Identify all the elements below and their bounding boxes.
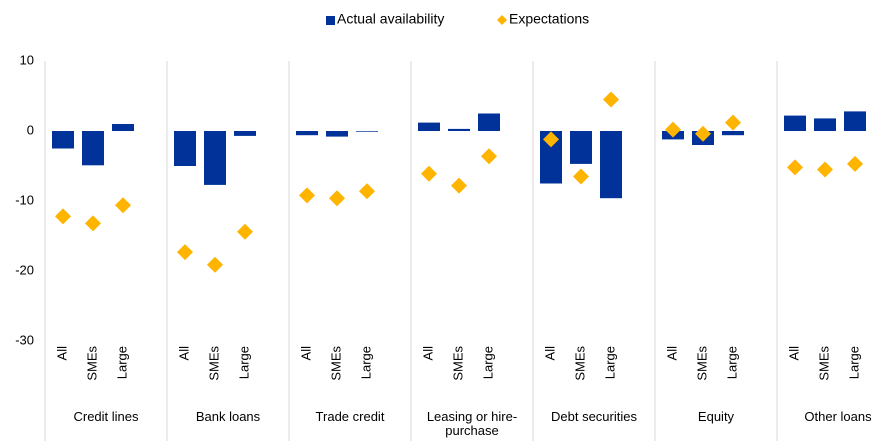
diamond-marker	[543, 131, 559, 148]
legend-marker	[326, 16, 335, 25]
diamond-marker	[665, 121, 681, 138]
diamond-marker	[817, 161, 833, 178]
diamond-marker	[359, 183, 375, 200]
y-tick-label: 10	[20, 52, 34, 67]
legend-label: Expectations	[509, 11, 589, 27]
x-tick-label: SMEs	[328, 346, 343, 381]
bar	[844, 111, 866, 131]
x-tick-label: Large	[602, 346, 617, 379]
legend-label: Actual availability	[337, 11, 444, 27]
x-tick-label: SMEs	[450, 346, 465, 381]
bar	[356, 131, 378, 132]
legend-marker	[497, 15, 507, 25]
diamond-marker	[237, 223, 253, 240]
x-tick-label: Large	[236, 346, 251, 379]
x-tick-label: All	[54, 346, 69, 361]
x-tick-label: SMEs	[84, 346, 99, 381]
group-label: Bank loans	[195, 409, 261, 424]
x-tick-label: Large	[480, 346, 495, 379]
x-tick-label: Large	[114, 346, 129, 379]
group-label: Credit lines	[73, 409, 139, 424]
diamond-marker	[55, 208, 71, 225]
x-tick-label: All	[542, 346, 557, 361]
diamond-marker	[421, 165, 437, 182]
bar	[448, 128, 470, 131]
bar	[784, 115, 806, 131]
diamond-marker	[573, 168, 589, 185]
diamond-marker	[603, 91, 619, 108]
diamond-marker	[695, 125, 711, 142]
group-label: Other loans	[804, 409, 872, 424]
x-tick-label: Large	[358, 346, 373, 379]
bar	[204, 131, 226, 185]
bar	[478, 113, 500, 131]
bar	[418, 122, 440, 131]
bar	[296, 131, 318, 136]
bar	[112, 124, 134, 131]
x-tick-label: SMEs	[694, 346, 709, 381]
diamond-marker	[177, 244, 193, 261]
diamond-marker	[115, 197, 131, 214]
x-tick-label: All	[298, 346, 313, 361]
y-tick-label: -20	[15, 262, 34, 277]
group-label: Debt securities	[551, 409, 637, 424]
diamond-marker	[451, 177, 467, 194]
diamond-marker	[329, 190, 345, 207]
y-tick-label: -10	[15, 192, 34, 207]
bar	[82, 131, 104, 166]
group-label: Leasing or hire-purchase	[426, 409, 518, 438]
x-tick-label: SMEs	[816, 346, 831, 381]
bar	[540, 131, 562, 184]
bar	[722, 131, 744, 136]
x-tick-label: Large	[846, 346, 861, 379]
diamond-marker	[481, 148, 497, 165]
x-tick-label: Large	[724, 346, 739, 379]
bar	[234, 131, 256, 136]
diamond-marker	[847, 155, 863, 172]
diamond-marker	[725, 114, 741, 131]
x-tick-label: All	[786, 346, 801, 361]
bar	[570, 131, 592, 164]
diamond-marker	[85, 215, 101, 232]
y-tick-label: 0	[27, 122, 34, 137]
x-tick-label: SMEs	[572, 346, 587, 381]
x-tick-label: All	[420, 346, 435, 361]
diamond-marker	[787, 159, 803, 176]
diamond-marker	[207, 256, 223, 273]
bar	[326, 131, 348, 137]
x-tick-label: SMEs	[206, 346, 221, 381]
bar	[174, 131, 196, 166]
diamond-marker	[299, 187, 315, 204]
bar	[600, 131, 622, 199]
bar	[814, 118, 836, 131]
bar	[52, 131, 74, 149]
group-label: Equity	[697, 409, 735, 424]
x-tick-label: All	[176, 346, 191, 361]
group-label: Trade credit	[315, 409, 385, 424]
x-tick-label: All	[664, 346, 679, 361]
y-tick-label: -30	[15, 332, 34, 347]
